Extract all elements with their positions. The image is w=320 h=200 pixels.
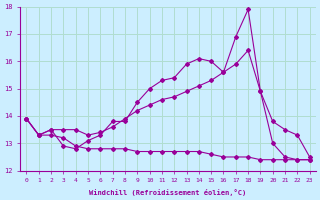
X-axis label: Windchill (Refroidissement éolien,°C): Windchill (Refroidissement éolien,°C)	[90, 189, 247, 196]
